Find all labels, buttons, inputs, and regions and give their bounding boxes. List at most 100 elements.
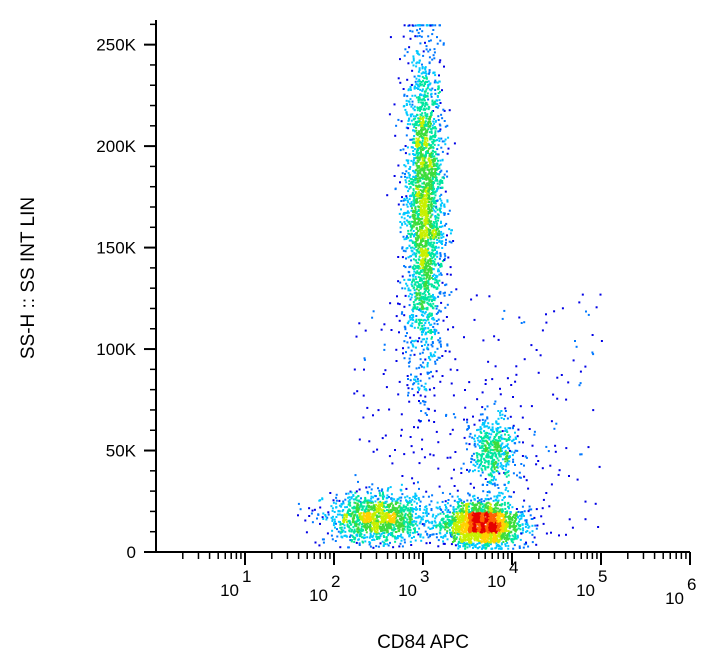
event-dot	[411, 193, 414, 196]
event-dot	[491, 513, 494, 516]
event-dot	[425, 215, 428, 218]
event-dot	[429, 238, 432, 241]
event-dot	[400, 413, 403, 416]
event-dot	[464, 517, 467, 520]
event-dot	[487, 517, 490, 520]
event-dot	[439, 265, 442, 268]
event-dot	[432, 245, 435, 247]
event-dot	[428, 83, 431, 86]
event-dot	[412, 169, 415, 172]
event-dot	[453, 534, 456, 537]
event-dot	[404, 152, 407, 155]
event-dot	[432, 225, 435, 228]
event-dot	[473, 544, 476, 547]
event-dot	[399, 58, 401, 61]
event-dot	[434, 231, 437, 234]
event-dot	[465, 525, 468, 528]
event-dot	[518, 514, 521, 517]
event-dot	[394, 523, 397, 526]
event-dot	[380, 515, 383, 518]
event-dot	[413, 125, 416, 128]
event-dot	[439, 508, 442, 510]
event-dot	[403, 164, 406, 167]
event-dot	[491, 510, 494, 513]
event-dot	[417, 218, 420, 221]
event-dot	[429, 358, 432, 361]
event-dot	[467, 521, 470, 524]
event-dot	[427, 222, 430, 225]
event-dot	[506, 525, 509, 528]
event-dot	[426, 115, 429, 118]
event-dot	[435, 526, 438, 529]
event-dot	[445, 222, 448, 225]
event-dot	[413, 87, 416, 90]
event-dot	[467, 492, 470, 495]
event-dot	[428, 206, 430, 209]
event-dot	[414, 184, 417, 187]
event-dot	[466, 546, 469, 549]
event-dot	[413, 75, 416, 78]
event-dot	[352, 526, 355, 529]
event-dot	[411, 215, 414, 217]
event-dot	[419, 27, 421, 30]
event-dot	[407, 62, 410, 65]
event-dot	[446, 514, 449, 517]
event-dot	[437, 295, 440, 298]
event-dot	[473, 497, 476, 500]
event-dot	[441, 511, 444, 513]
event-dot	[486, 524, 489, 527]
event-dot	[415, 265, 418, 268]
event-dot	[421, 191, 424, 194]
event-dot	[431, 110, 433, 113]
event-dot	[486, 528, 489, 531]
event-dot	[428, 189, 431, 192]
event-dot	[433, 387, 436, 390]
event-dot	[445, 238, 447, 241]
event-dot	[408, 365, 411, 368]
event-dot	[422, 175, 425, 178]
event-dot	[423, 338, 426, 341]
event-dot	[424, 134, 426, 136]
event-dot	[420, 24, 423, 27]
event-dot	[446, 175, 449, 178]
event-dot	[488, 506, 491, 509]
event-dot	[418, 166, 421, 169]
event-dot	[419, 235, 422, 238]
event-dot	[334, 540, 337, 542]
event-dot	[369, 532, 372, 535]
event-dot	[419, 303, 422, 306]
event-dot	[449, 521, 452, 524]
event-dot	[351, 539, 353, 542]
event-dot	[400, 536, 403, 539]
event-dot	[433, 48, 436, 51]
event-dot	[460, 511, 462, 514]
event-dot	[446, 152, 449, 155]
event-dot	[415, 129, 418, 132]
event-dot	[496, 496, 499, 499]
event-dot	[439, 252, 442, 255]
event-dot	[427, 117, 430, 120]
event-dot	[500, 523, 503, 526]
event-dot	[443, 257, 446, 260]
event-dot	[503, 528, 506, 531]
event-dot	[478, 528, 481, 531]
event-dot	[417, 229, 420, 232]
event-dot	[401, 172, 404, 175]
event-dot	[404, 175, 406, 178]
event-dot	[420, 308, 423, 311]
event-dot	[430, 314, 433, 317]
event-dot	[400, 208, 402, 211]
event-dot	[481, 537, 484, 540]
event-dot	[417, 143, 420, 146]
event-dot	[442, 43, 445, 46]
event-dot	[498, 504, 501, 507]
event-dot	[427, 281, 430, 284]
event-dot	[413, 213, 416, 216]
event-dot	[422, 319, 425, 322]
event-dot	[441, 240, 444, 243]
event-dot	[406, 146, 409, 149]
event-dot	[522, 546, 525, 549]
event-dot	[428, 388, 431, 391]
event-dot	[519, 528, 522, 531]
event-dot	[424, 249, 427, 251]
